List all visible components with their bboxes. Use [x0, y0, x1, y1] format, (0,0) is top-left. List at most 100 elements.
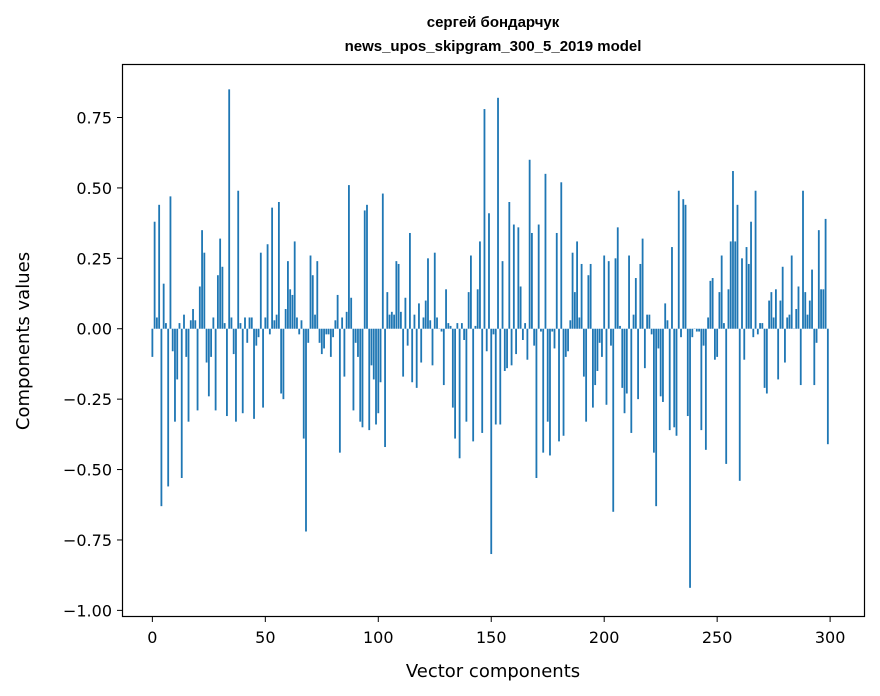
- bar-118: [418, 303, 420, 329]
- bar-83: [338, 328, 341, 453]
- bar-170: [535, 328, 538, 478]
- bar-220: [648, 314, 651, 329]
- bar-273: [768, 300, 771, 329]
- bar-176: [549, 328, 551, 456]
- bar-211: [628, 255, 630, 329]
- bar-34: [228, 89, 231, 329]
- bar-24: [205, 328, 208, 363]
- chart-title: сергей бондарчук: [427, 14, 560, 31]
- bar-155: [501, 261, 504, 329]
- bar-282: [788, 314, 791, 329]
- bar-99: [375, 328, 377, 425]
- bar-197: [596, 328, 599, 371]
- bar-161: [515, 328, 517, 355]
- bar-209: [623, 328, 626, 414]
- bar-113: [406, 328, 409, 346]
- bar-126: [436, 317, 438, 329]
- bar-60: [287, 261, 289, 329]
- bar-38: [237, 190, 240, 329]
- x-tick-label-6: 300: [815, 628, 846, 647]
- bar-214: [634, 278, 637, 329]
- bar-4: [160, 328, 163, 507]
- bar-158: [508, 202, 511, 329]
- bar-241: [695, 328, 698, 332]
- bar-8: [169, 196, 172, 329]
- bar-120: [422, 317, 425, 329]
- bar-52: [268, 328, 271, 335]
- bar-96: [368, 328, 371, 431]
- bar-123: [429, 320, 432, 329]
- bar-278: [779, 300, 782, 329]
- bar-18: [192, 309, 194, 329]
- bar-213: [632, 314, 635, 329]
- bar-125: [433, 252, 436, 329]
- y-tick-label-0: −1.00: [63, 601, 112, 620]
- bar-285: [795, 309, 798, 329]
- bar-117: [415, 328, 418, 388]
- bar-129: [442, 328, 445, 386]
- bar-64: [296, 317, 298, 329]
- bar-177: [551, 328, 554, 332]
- y-tick-label-5: 0.25: [76, 249, 112, 268]
- y-tick-label-6: 0.50: [76, 179, 112, 198]
- bar-195: [592, 328, 594, 408]
- bar-106: [390, 311, 393, 329]
- bar-82: [336, 294, 339, 329]
- bar-165: [524, 323, 527, 329]
- bar-191: [582, 328, 585, 377]
- bar-242: [698, 328, 700, 332]
- y-axis: −1.00 −0.75 −0.50 −0.25 0.00 0.25 0.50 0.75: [63, 109, 123, 620]
- bar-141: [470, 255, 472, 329]
- bar-255: [727, 289, 730, 329]
- bar-142: [472, 328, 475, 442]
- bar-250: [716, 328, 719, 357]
- bar-58: [282, 328, 285, 400]
- bar-100: [377, 328, 380, 414]
- bar-138: [463, 328, 466, 340]
- bar-248: [711, 278, 714, 329]
- bar-224: [657, 328, 660, 349]
- bar-210: [625, 328, 628, 394]
- bar-154: [499, 328, 502, 425]
- bar-86: [345, 311, 348, 329]
- bar-131: [447, 323, 450, 329]
- bar-288: [802, 190, 804, 329]
- bar-71: [311, 275, 314, 329]
- bar-57: [280, 328, 283, 394]
- bar-47: [257, 328, 260, 338]
- bar-50: [264, 317, 267, 329]
- bar-228: [666, 320, 669, 329]
- bar-194: [589, 263, 592, 329]
- y-tick-label-7: 0.75: [76, 109, 112, 128]
- bar-122: [427, 258, 429, 329]
- bar-207: [619, 325, 621, 329]
- bar-150: [490, 328, 493, 555]
- bar-22: [201, 230, 203, 329]
- bar-275: [772, 317, 775, 329]
- x-tick-label-1: 50: [255, 628, 275, 647]
- bar-234: [680, 328, 682, 338]
- y-tick-label-2: −0.50: [63, 461, 112, 480]
- x-tick-label-2: 100: [363, 628, 394, 647]
- bar-276: [774, 289, 777, 329]
- bar-7: [167, 328, 170, 487]
- bar-44: [250, 317, 253, 329]
- bar-88: [350, 297, 353, 329]
- bar-167: [528, 159, 531, 329]
- bar-63: [293, 241, 296, 329]
- bar-174: [544, 173, 547, 329]
- bar-173: [542, 328, 545, 453]
- bar-181: [560, 182, 563, 329]
- bar-133: [451, 328, 454, 408]
- bar-37: [235, 328, 237, 422]
- bar-280: [784, 328, 786, 363]
- bar-121: [424, 300, 427, 329]
- bar-115: [411, 328, 414, 383]
- bar-245: [704, 328, 707, 450]
- bar-25: [207, 328, 210, 397]
- bar-233: [677, 190, 680, 329]
- bar-172: [540, 328, 542, 332]
- bar-157: [506, 328, 508, 369]
- y-tick-label-1: −0.75: [63, 531, 112, 550]
- bar-68: [305, 328, 307, 532]
